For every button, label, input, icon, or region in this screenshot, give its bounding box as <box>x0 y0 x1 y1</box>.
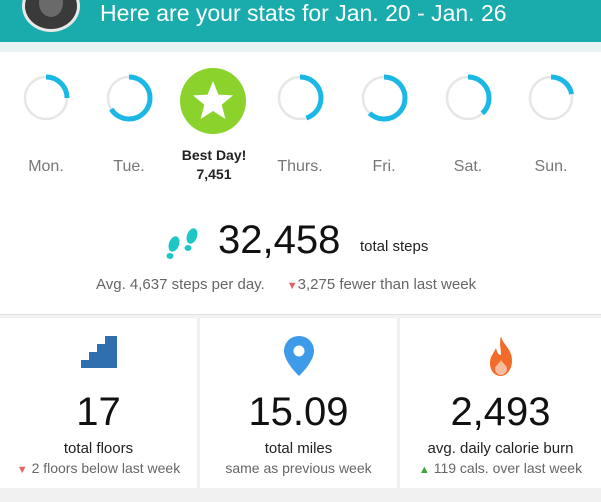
average-steps: Avg. 4,637 steps per day. <box>96 276 265 293</box>
page-title: Here are your stats for Jan. 20 - Jan. 2… <box>100 0 507 26</box>
calories-compare: ▲ 119 cals. over last week <box>400 460 601 476</box>
day-label: Mon. <box>28 158 64 175</box>
progress-ring-icon <box>360 74 408 122</box>
footprints-icon <box>166 228 198 259</box>
avatar-face <box>39 0 63 17</box>
floors-card[interactable]: 17 total floors ▼ 2 floors below last we… <box>0 318 197 488</box>
progress-ring-icon <box>105 74 153 122</box>
day-ring-2[interactable] <box>255 74 345 122</box>
best-day-title: Best Day! <box>181 147 247 163</box>
day-ring-1[interactable] <box>84 74 174 122</box>
steps-change-text: 3,275 fewer than last week <box>297 276 477 293</box>
day-ring-4[interactable] <box>423 74 513 122</box>
steps-summary: Avg. 4,637 steps per day. ▼3,275 fewer th… <box>96 276 476 293</box>
total-steps-value: 32,458 <box>218 218 341 262</box>
day-label: Sat. <box>453 158 483 175</box>
weekly-steps-card: Mon. Tue. Thurs. Fri. Sat. Sun. Best Day! 7,4… <box>0 52 601 315</box>
day-label: Thurs. <box>277 158 323 175</box>
progress-ring-icon <box>22 74 70 122</box>
progress-arc <box>105 74 153 122</box>
calories-label: avg. daily calorie burn <box>427 440 574 457</box>
best-day-steps: 7,451 <box>196 166 232 182</box>
down-arrow-icon: ▼ <box>16 464 28 476</box>
down-arrow-icon: ▼ <box>286 280 298 292</box>
header-bar: Here are your stats for Jan. 20 - Jan. 2… <box>0 0 601 42</box>
calories-compare-text: 119 cals. over last week <box>433 460 583 476</box>
calories-value: 2,493 <box>450 390 551 434</box>
progress-arc <box>360 74 408 122</box>
floors-label: total floors <box>63 440 134 457</box>
location-pin-icon <box>283 336 314 376</box>
flame-icon <box>489 336 512 376</box>
day-ring-5[interactable] <box>506 74 596 122</box>
floors-compare: ▼ 2 floors below last week <box>0 460 197 476</box>
miles-compare: same as previous week <box>225 460 372 476</box>
miles-label: total miles <box>264 440 333 457</box>
steps-change: ▼3,275 fewer than last week <box>287 276 476 293</box>
day-ring-0[interactable] <box>1 74 91 122</box>
miles-card[interactable]: 15.09 total miles same as previous week <box>200 318 397 488</box>
progress-arc <box>22 74 70 122</box>
progress-ring-icon <box>276 74 324 122</box>
calories-card[interactable]: 2,493 avg. daily calorie burn ▲ 119 cals… <box>400 318 601 488</box>
miles-value: 15.09 <box>248 390 349 434</box>
progress-ring-icon <box>527 74 575 122</box>
day-label: Tue. <box>113 158 145 175</box>
page-footer-gap <box>0 488 601 502</box>
star-icon <box>193 81 233 119</box>
progress-arc <box>276 74 324 122</box>
up-arrow-icon: ▲ <box>418 464 430 476</box>
day-label: Sun. <box>534 158 568 175</box>
floors-value: 17 <box>76 390 121 434</box>
progress-arc <box>527 74 575 122</box>
stairs-icon <box>80 336 117 368</box>
floors-compare-text: 2 floors below last week <box>31 460 181 476</box>
avatar[interactable] <box>22 0 80 32</box>
best-day: Best Day! 7,451 <box>164 147 264 182</box>
best-day-badge[interactable] <box>180 68 246 134</box>
day-ring-3[interactable] <box>339 74 429 122</box>
header-divider <box>0 42 601 52</box>
progress-arc <box>444 74 492 122</box>
total-steps-label: total steps <box>360 238 429 255</box>
progress-ring-icon <box>444 74 492 122</box>
day-label: Fri. <box>372 158 396 175</box>
